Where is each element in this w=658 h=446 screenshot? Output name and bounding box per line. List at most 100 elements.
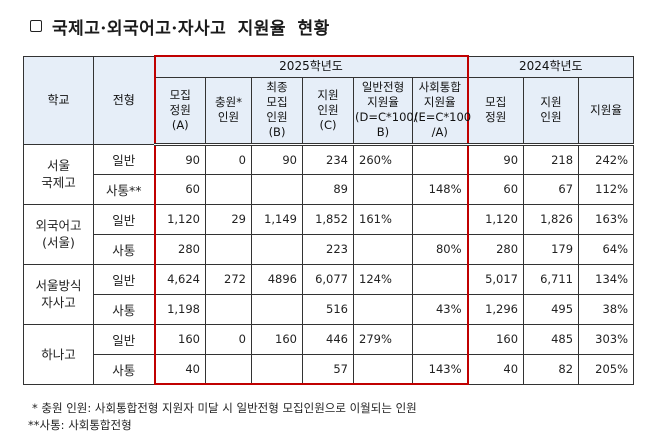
social-rate-e-cell — [411, 143, 469, 175]
header-applicants-c: 지원 인원 (C) — [302, 76, 354, 146]
final-b-cell — [251, 293, 303, 325]
header-2024-quota: 모집 정원 — [467, 76, 525, 146]
quota-a-cell: 40 — [153, 353, 206, 385]
prev-quota-cell: 60 — [467, 173, 525, 205]
prev-rate-cell: 64% — [578, 233, 635, 265]
fill-cell: 272 — [205, 263, 252, 295]
prev-applicants-cell: 495 — [523, 293, 580, 325]
quota-a-cell: 60 — [153, 173, 206, 205]
final-b-cell — [251, 173, 303, 205]
type-cell: 사통 — [93, 293, 155, 325]
school-name: 하나고 — [23, 323, 94, 385]
header-year-2024: 2024학년도 — [467, 55, 635, 78]
prev-rate-cell: 134% — [578, 263, 635, 295]
general-rate-d-cell: 161% — [353, 203, 413, 235]
prev-applicants-cell: 485 — [523, 323, 580, 355]
social-rate-e-cell: 143% — [411, 353, 469, 385]
footnote-fill: * 충원 인원: 사회통합전형 지원자 미달 시 일반전형 모집인원으로 이월되… — [32, 401, 417, 415]
table-row: 사통 40 57 143% 40 82 205% — [24, 353, 635, 385]
fill-cell: 29 — [205, 203, 252, 235]
prev-quota-cell: 40 — [467, 353, 525, 385]
applicants-c-cell: 89 — [302, 173, 354, 205]
page-title: 국제고·외국어고·자사고 지원율 현황 — [30, 11, 330, 41]
type-cell: 사통 — [93, 353, 155, 385]
table-row: 서울방식 자사고 일반 4,624 272 4896 6,077 124% 5,0… — [23, 263, 635, 325]
prev-applicants-cell: 6,711 — [523, 263, 580, 295]
final-b-cell — [251, 233, 303, 265]
table-row: 사통 1,198 516 43% 1,296 495 38% — [24, 293, 635, 325]
social-rate-e-cell: 43% — [411, 293, 469, 325]
header-quota-a: 모집 정원 (A) — [153, 76, 206, 146]
prev-quota-cell: 160 — [467, 323, 525, 355]
fill-cell — [205, 293, 252, 325]
applicants-c-cell: 6,077 — [302, 263, 354, 295]
empty-square-icon — [30, 20, 42, 32]
school-name: 외국어고 (서울) — [23, 203, 94, 265]
prev-rate-cell: 303% — [578, 323, 635, 355]
general-rate-d-cell — [353, 353, 413, 385]
footnote-abbrev: **사통: 사회통합전형 — [28, 418, 132, 432]
prev-quota-cell: 280 — [467, 233, 525, 265]
prev-rate-cell: 242% — [578, 143, 635, 175]
prev-applicants-cell: 67 — [523, 173, 580, 205]
quota-a-cell: 4,624 — [153, 263, 206, 295]
type-cell: 일반 — [93, 323, 155, 355]
prev-rate-cell: 38% — [578, 293, 635, 325]
final-b-cell: 4896 — [251, 263, 303, 295]
social-rate-e-cell: 148% — [411, 173, 469, 205]
header-social-rate-e: 사회통합 지원율 (E=C*100 /A) — [411, 76, 471, 146]
header-type: 전형 — [93, 55, 155, 145]
applicants-c-cell: 446 — [302, 323, 354, 355]
quota-a-cell: 280 — [153, 233, 206, 265]
fill-cell: 0 — [205, 323, 252, 355]
prev-quota-cell: 1,120 — [467, 203, 525, 235]
prev-rate-cell: 205% — [578, 353, 635, 385]
final-b-cell: 160 — [251, 323, 303, 355]
general-rate-d-cell — [353, 293, 413, 325]
prev-rate-cell: 163% — [578, 203, 635, 235]
general-rate-d-cell — [353, 173, 413, 205]
table-row: 외국어고 (서울) 일반 1,120 29 1,149 1,852 161% 1,… — [23, 203, 635, 265]
school-name: 서울 국제고 — [23, 143, 94, 205]
header-general-rate-d: 일반전형 지원율 (D=C*100/ B) — [353, 76, 418, 146]
quota-a-cell: 160 — [153, 323, 206, 355]
social-rate-e-cell — [411, 263, 469, 295]
applicants-c-cell: 516 — [302, 293, 354, 325]
social-rate-e-cell — [411, 203, 469, 235]
prev-applicants-cell: 82 — [523, 353, 580, 385]
quota-a-cell: 1,198 — [153, 293, 206, 325]
type-cell: 일반 — [93, 203, 155, 235]
final-b-cell: 1,149 — [251, 203, 303, 235]
prev-applicants-cell: 179 — [523, 233, 580, 265]
quota-a-cell: 90 — [153, 143, 206, 175]
general-rate-d-cell: 260% — [353, 143, 413, 175]
prev-applicants-cell: 218 — [523, 143, 580, 175]
type-cell: 일반 — [93, 263, 155, 295]
prev-applicants-cell: 1,826 — [523, 203, 580, 235]
final-b-cell: 90 — [251, 143, 303, 175]
applicants-c-cell: 57 — [302, 353, 354, 385]
quota-a-cell: 1,120 — [153, 203, 206, 235]
social-rate-e-cell: 80% — [411, 233, 469, 265]
table-row: 사통** 60 89 148% 60 67 112% — [24, 173, 635, 205]
header-final-quota-b: 최종 모집 인원 (B) — [251, 76, 303, 146]
type-cell: 일반 — [93, 143, 155, 175]
fill-cell: 0 — [205, 143, 252, 175]
prev-quota-cell: 1,296 — [467, 293, 525, 325]
fill-cell — [205, 233, 252, 265]
table-row: 하나고 일반 160 0 160 446 279% 160 485 303% — [23, 323, 635, 385]
school-name: 서울방식 자사고 — [23, 263, 94, 325]
header-school: 학교 — [23, 55, 94, 145]
general-rate-d-cell: 124% — [353, 263, 413, 295]
general-rate-d-cell: 279% — [353, 323, 413, 355]
type-cell: 사통 — [93, 233, 155, 265]
applicants-c-cell: 1,852 — [302, 203, 354, 235]
applicants-c-cell: 223 — [302, 233, 354, 265]
prev-quota-cell: 5,017 — [467, 263, 525, 295]
applicants-c-cell: 234 — [302, 143, 354, 175]
prev-rate-cell: 112% — [578, 173, 635, 205]
application-rate-table: 학교 전형 2025학년도 2024학년도 모집 정원 (A) 충원* 인원 최… — [23, 55, 635, 385]
header-year-2025: 2025학년도 — [153, 55, 469, 78]
table-row: 사통 280 223 80% 280 179 64% — [24, 233, 635, 265]
final-b-cell — [251, 353, 303, 385]
